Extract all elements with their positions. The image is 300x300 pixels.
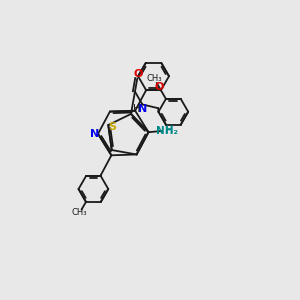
Text: N: N — [138, 103, 147, 114]
Text: N: N — [90, 129, 100, 139]
Text: NH₂: NH₂ — [156, 126, 178, 136]
Text: O: O — [154, 82, 164, 92]
Text: H: H — [133, 103, 141, 114]
Text: CH₃: CH₃ — [72, 208, 88, 217]
Text: O: O — [133, 69, 143, 79]
Text: H: H — [166, 124, 173, 134]
Text: S: S — [108, 122, 116, 132]
Text: CH₃: CH₃ — [147, 74, 162, 83]
